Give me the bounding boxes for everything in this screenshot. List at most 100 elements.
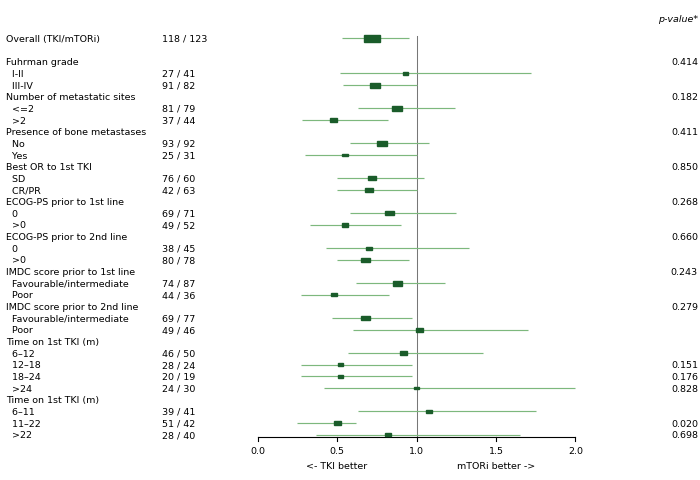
Text: Time on 1st TKI (m): Time on 1st TKI (m) <box>6 396 99 405</box>
FancyBboxPatch shape <box>364 36 379 43</box>
Text: 0.268: 0.268 <box>671 198 698 207</box>
Text: Yes: Yes <box>6 151 27 160</box>
Text: 0.182: 0.182 <box>671 93 698 102</box>
Text: mTORi better ->: mTORi better -> <box>457 461 535 470</box>
Text: 49 / 52: 49 / 52 <box>162 221 196 230</box>
FancyBboxPatch shape <box>334 421 340 425</box>
Text: 0.5: 0.5 <box>330 446 344 455</box>
Text: 0.243: 0.243 <box>671 267 698 276</box>
FancyBboxPatch shape <box>330 119 337 122</box>
Text: Best OR to 1st TKI: Best OR to 1st TKI <box>6 163 92 172</box>
Text: 0.828: 0.828 <box>671 384 698 393</box>
Text: IMDC score prior to 2nd line: IMDC score prior to 2nd line <box>6 302 138 312</box>
Text: Overall (TKI/mTORi): Overall (TKI/mTORi) <box>6 35 99 44</box>
Text: 0.0: 0.0 <box>250 446 265 455</box>
FancyBboxPatch shape <box>365 247 372 250</box>
FancyBboxPatch shape <box>385 433 391 436</box>
Text: 11–22: 11–22 <box>6 419 41 428</box>
Text: <- TKI better: <- TKI better <box>307 461 368 470</box>
Text: 69 / 77: 69 / 77 <box>162 314 196 323</box>
Text: >0: >0 <box>6 256 26 265</box>
Text: >24: >24 <box>6 384 32 393</box>
Text: 20 / 19: 20 / 19 <box>162 372 196 381</box>
Text: 93 / 92: 93 / 92 <box>162 140 196 149</box>
Text: ECOG-PS prior to 1st line: ECOG-PS prior to 1st line <box>6 198 124 207</box>
Text: 6–11: 6–11 <box>6 407 34 416</box>
Text: 118 / 123: 118 / 123 <box>162 35 208 44</box>
Text: 0.660: 0.660 <box>671 233 698 241</box>
Text: Poor: Poor <box>6 325 32 335</box>
FancyBboxPatch shape <box>368 177 376 181</box>
Text: Favourable/intermediate: Favourable/intermediate <box>6 279 128 288</box>
Text: 74 / 87: 74 / 87 <box>162 279 196 288</box>
Text: III-IV: III-IV <box>6 82 32 90</box>
FancyBboxPatch shape <box>393 107 402 112</box>
Text: I-II: I-II <box>6 70 23 79</box>
Text: 0.414: 0.414 <box>671 58 698 67</box>
Text: 12–18: 12–18 <box>6 360 41 370</box>
Text: 76 / 60: 76 / 60 <box>162 175 196 183</box>
Text: 27 / 41: 27 / 41 <box>162 70 196 79</box>
Text: 1.0: 1.0 <box>409 446 424 455</box>
Text: 0.020: 0.020 <box>671 419 698 428</box>
Text: Fuhrman grade: Fuhrman grade <box>6 58 78 67</box>
Text: 28 / 40: 28 / 40 <box>162 431 196 439</box>
FancyBboxPatch shape <box>342 224 349 227</box>
Text: 44 / 36: 44 / 36 <box>162 291 196 300</box>
FancyBboxPatch shape <box>393 281 402 286</box>
Text: 39 / 41: 39 / 41 <box>162 407 196 416</box>
Text: >2: >2 <box>6 116 26 125</box>
FancyBboxPatch shape <box>385 212 393 216</box>
Text: 37 / 44: 37 / 44 <box>162 116 196 125</box>
FancyBboxPatch shape <box>414 387 419 390</box>
FancyBboxPatch shape <box>400 352 407 355</box>
FancyBboxPatch shape <box>426 410 433 413</box>
Text: 42 / 63: 42 / 63 <box>162 186 196 195</box>
Text: CR/PR: CR/PR <box>6 186 41 195</box>
FancyBboxPatch shape <box>365 189 372 192</box>
Text: Favourable/intermediate: Favourable/intermediate <box>6 314 128 323</box>
Text: 24 / 30: 24 / 30 <box>162 384 196 393</box>
FancyBboxPatch shape <box>337 364 343 366</box>
Text: 51 / 42: 51 / 42 <box>162 419 196 428</box>
Text: 18–24: 18–24 <box>6 372 41 381</box>
Text: <=2: <=2 <box>6 105 34 114</box>
Text: Time on 1st TKI (m): Time on 1st TKI (m) <box>6 337 99 346</box>
Text: 2.0: 2.0 <box>568 446 583 455</box>
Text: SD: SD <box>6 175 25 183</box>
Text: 0.850: 0.850 <box>671 163 698 172</box>
Text: p-value*: p-value* <box>658 15 698 24</box>
Text: 0: 0 <box>6 244 18 253</box>
Text: Poor: Poor <box>6 291 32 300</box>
FancyBboxPatch shape <box>377 142 386 146</box>
Text: 0.698: 0.698 <box>671 431 698 439</box>
Text: 0: 0 <box>6 209 18 218</box>
FancyBboxPatch shape <box>416 328 423 332</box>
Text: Presence of bone metastases: Presence of bone metastases <box>6 128 146 137</box>
Text: 6–12: 6–12 <box>6 349 34 358</box>
FancyBboxPatch shape <box>331 294 337 297</box>
Text: 49 / 46: 49 / 46 <box>162 325 196 335</box>
Text: 28 / 24: 28 / 24 <box>162 360 196 370</box>
Text: ECOG-PS prior to 2nd line: ECOG-PS prior to 2nd line <box>6 233 127 241</box>
Text: 0.279: 0.279 <box>671 302 698 312</box>
Text: 69 / 71: 69 / 71 <box>162 209 196 218</box>
FancyBboxPatch shape <box>402 73 408 76</box>
Text: >22: >22 <box>6 431 32 439</box>
Text: IMDC score prior to 1st line: IMDC score prior to 1st line <box>6 267 134 276</box>
FancyBboxPatch shape <box>342 155 348 157</box>
Text: 1.5: 1.5 <box>489 446 503 455</box>
Text: 38 / 45: 38 / 45 <box>162 244 196 253</box>
Text: 0.176: 0.176 <box>671 372 698 381</box>
Text: 81 / 79: 81 / 79 <box>162 105 196 114</box>
Text: Number of metastatic sites: Number of metastatic sites <box>6 93 135 102</box>
FancyBboxPatch shape <box>361 316 370 321</box>
Text: >0: >0 <box>6 221 26 230</box>
Text: 80 / 78: 80 / 78 <box>162 256 196 265</box>
Text: 91 / 82: 91 / 82 <box>162 82 196 90</box>
FancyBboxPatch shape <box>337 375 343 378</box>
Text: 46 / 50: 46 / 50 <box>162 349 196 358</box>
FancyBboxPatch shape <box>370 84 380 88</box>
FancyBboxPatch shape <box>361 258 370 263</box>
Text: 25 / 31: 25 / 31 <box>162 151 196 160</box>
